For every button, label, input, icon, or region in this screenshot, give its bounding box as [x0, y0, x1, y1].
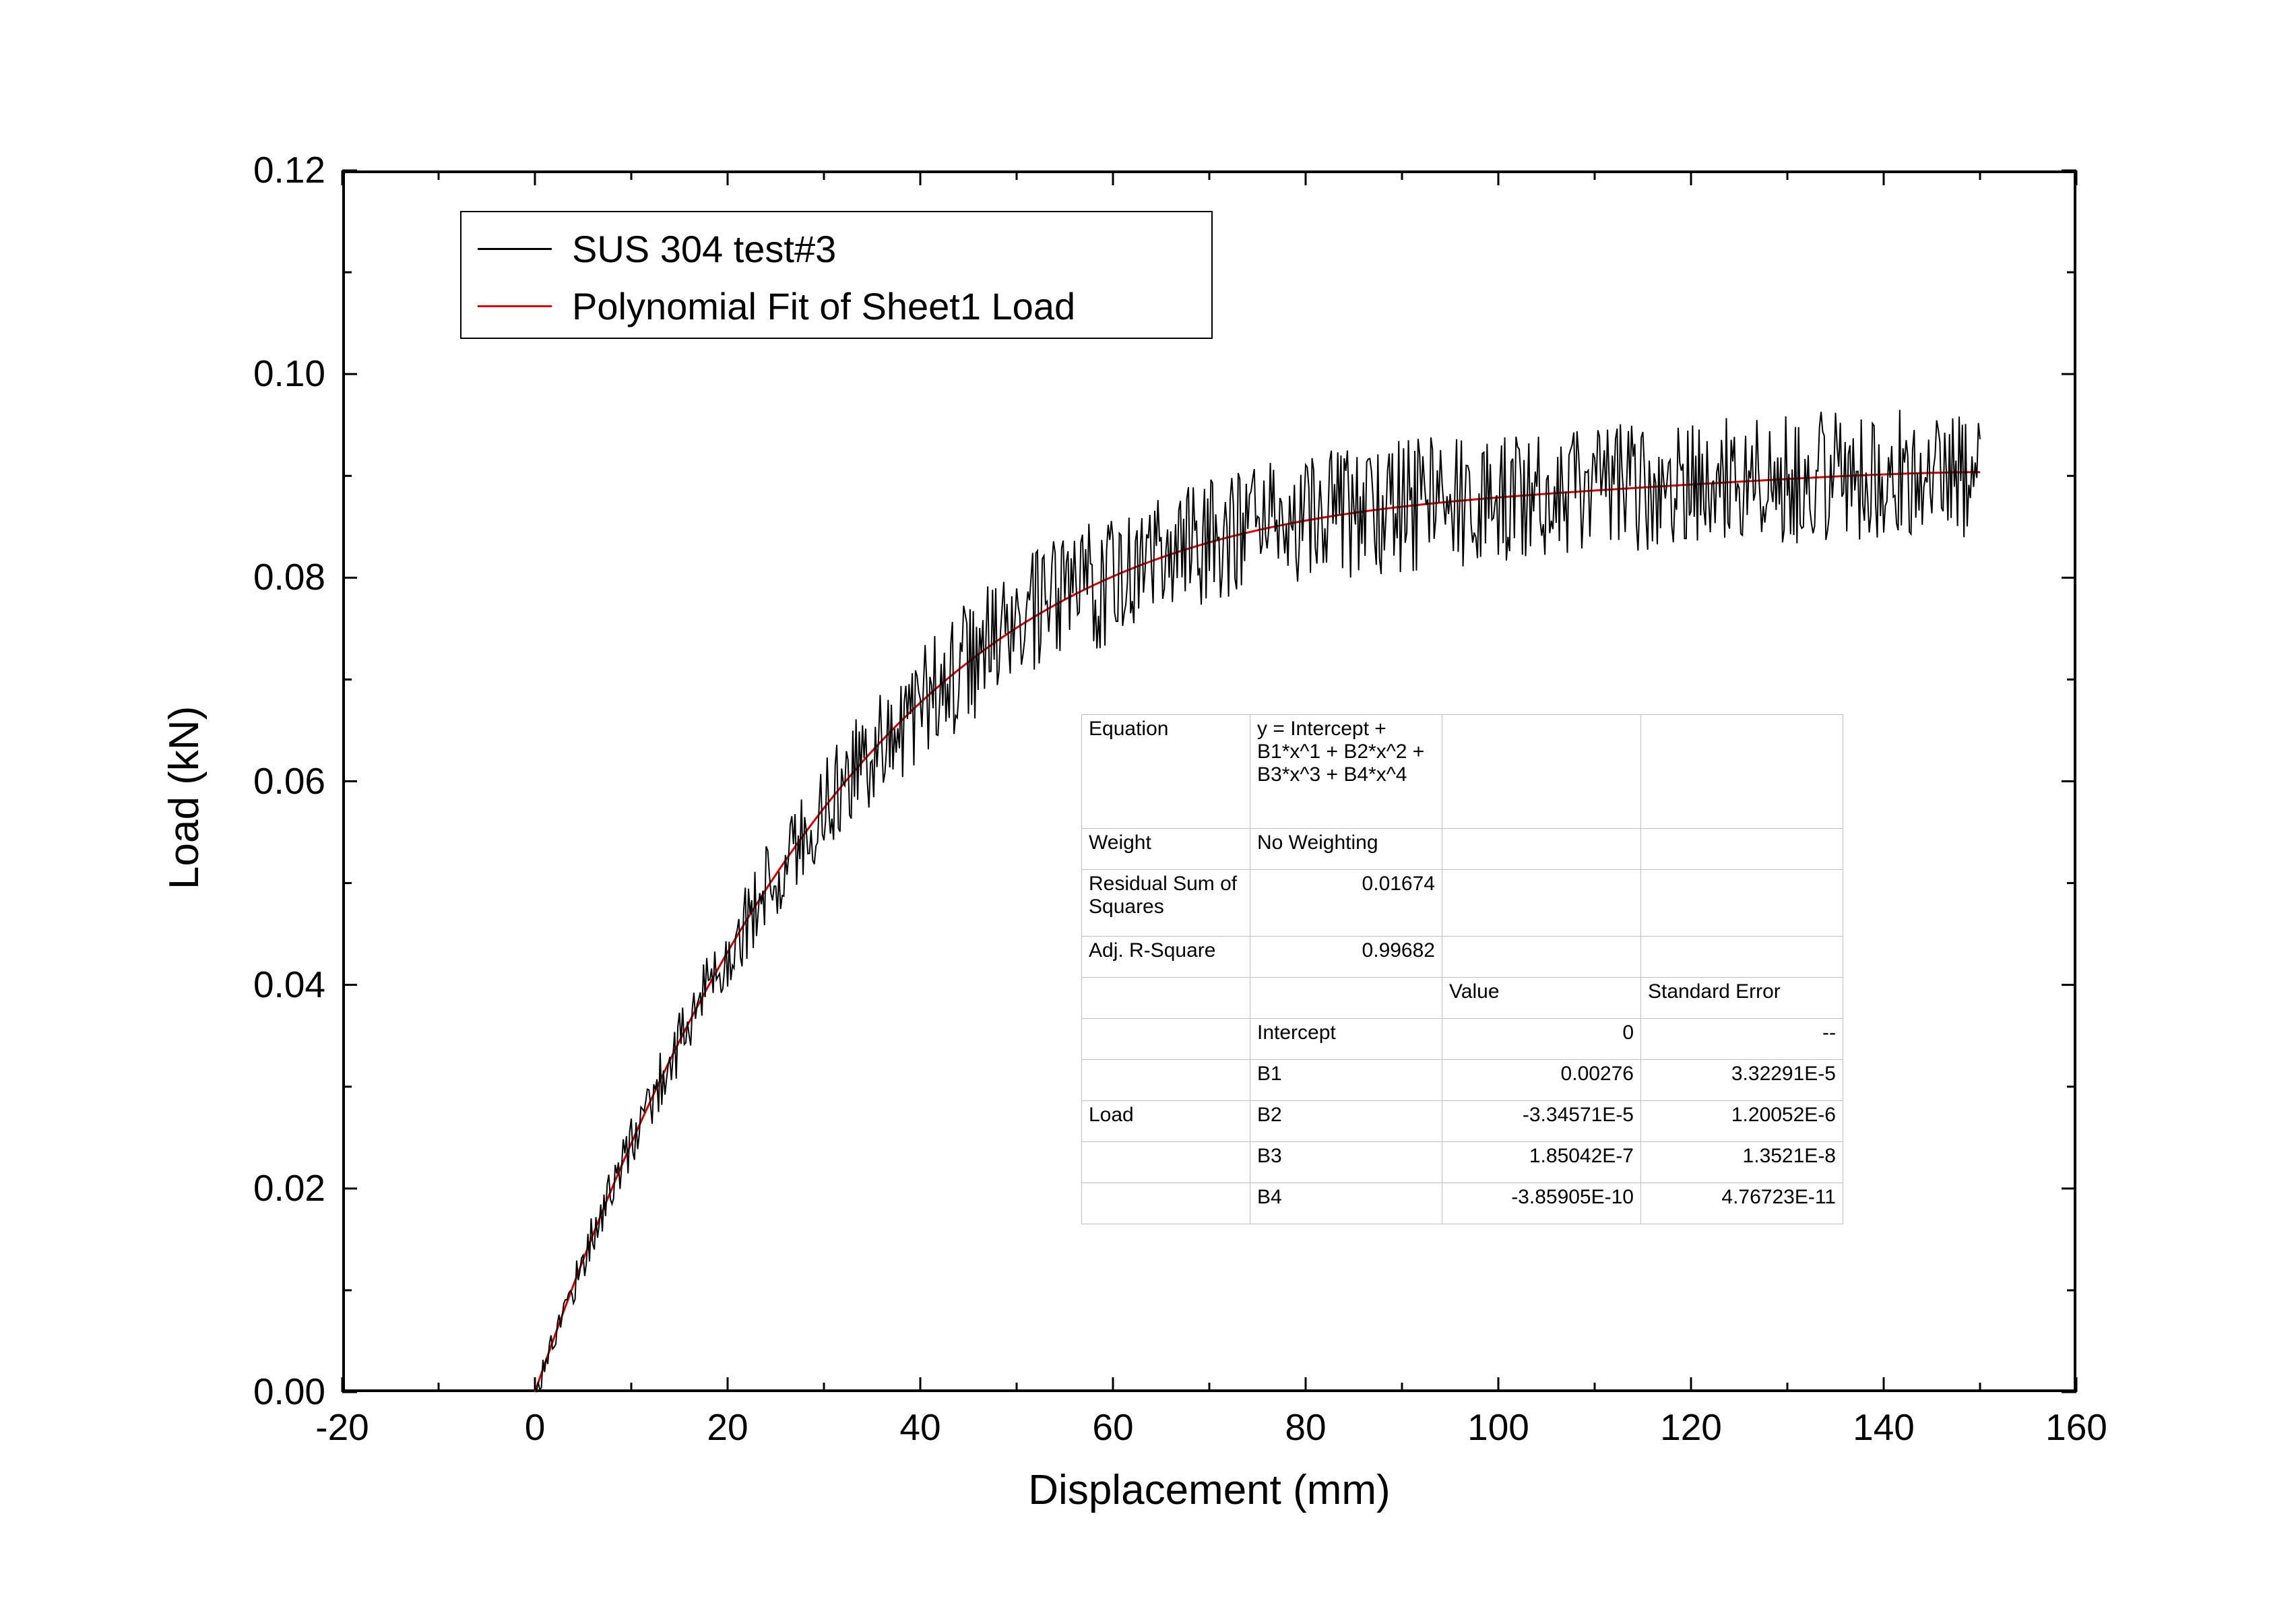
table-row: ValueStandard Error: [1082, 978, 1843, 1019]
table-row: WeightNo Weighting: [1082, 829, 1843, 870]
table-cell: B1: [1250, 1060, 1442, 1101]
table-cell: [1082, 1183, 1250, 1224]
x-tick-label: 20: [674, 1406, 782, 1449]
fit-info-table: Equationy = Intercept + B1*x^1 + B2*x^2 …: [1081, 714, 1843, 1224]
table-cell: 0: [1442, 1019, 1641, 1060]
x-tick-label: 80: [1252, 1406, 1360, 1449]
legend: SUS 304 test#3 Polynomial Fit of Sheet1 L…: [460, 211, 1213, 339]
table-cell: 0.99682: [1250, 937, 1442, 978]
table-cell: 3.32291E-5: [1641, 1060, 1843, 1101]
x-tick-label: 100: [1444, 1406, 1552, 1449]
table-cell: B2: [1250, 1101, 1442, 1142]
table-row: B10.002763.32291E-5: [1082, 1060, 1843, 1101]
y-tick-label: 0.06: [204, 759, 325, 803]
table-cell: [1641, 870, 1843, 937]
y-tick-label: 0.08: [204, 555, 325, 598]
legend-line-sample: [478, 248, 552, 250]
table-cell: 0.01674: [1250, 870, 1442, 937]
table-cell: [1250, 978, 1442, 1019]
chart-page: Load (kN) Displacement (mm) SUS 304 test…: [0, 0, 2296, 1603]
x-tick-label: 120: [1637, 1406, 1745, 1449]
x-tick-label: 0: [481, 1406, 589, 1449]
x-tick-label: 140: [1830, 1406, 1938, 1449]
table-row: Residual Sum of Squares0.01674: [1082, 870, 1843, 937]
table-cell: Equation: [1082, 715, 1250, 829]
table-cell: [1442, 937, 1641, 978]
table-cell: 1.85042E-7: [1442, 1142, 1641, 1183]
table-cell: Intercept: [1250, 1019, 1442, 1060]
y-tick-label: 0.10: [204, 352, 325, 395]
x-tick-label: 160: [2022, 1406, 2130, 1449]
table-cell: [1641, 937, 1843, 978]
table-row: B4-3.85905E-104.76723E-11: [1082, 1183, 1843, 1224]
table-cell: 1.3521E-8: [1641, 1142, 1843, 1183]
x-tick-label: 40: [866, 1406, 974, 1449]
table-cell: [1442, 715, 1641, 829]
table-cell: -3.85905E-10: [1442, 1183, 1641, 1224]
table-cell: [1082, 1060, 1250, 1101]
table-cell: B4: [1250, 1183, 1442, 1224]
x-tick-label: 60: [1059, 1406, 1167, 1449]
table-cell: [1442, 870, 1641, 937]
table-cell: Value: [1442, 978, 1641, 1019]
table-cell: [1082, 1019, 1250, 1060]
table-cell: [1082, 978, 1250, 1019]
table-cell: -3.34571E-5: [1442, 1101, 1641, 1142]
table-cell: --: [1641, 1019, 1843, 1060]
table-row: Intercept0--: [1082, 1019, 1843, 1060]
table-cell: 1.20052E-6: [1641, 1101, 1843, 1142]
table-cell: 4.76723E-11: [1641, 1183, 1843, 1224]
table-cell: [1641, 829, 1843, 870]
legend-label: SUS 304 test#3: [572, 227, 836, 271]
y-axis-label: Load (kN): [160, 705, 208, 889]
table-row: LoadB2-3.34571E-51.20052E-6: [1082, 1101, 1843, 1142]
legend-item: Polynomial Fit of Sheet1 Load: [478, 278, 1195, 335]
table-cell: Adj. R-Square: [1082, 937, 1250, 978]
table-cell: [1641, 715, 1843, 829]
table-cell: Load: [1082, 1101, 1250, 1142]
table-row: B31.85042E-71.3521E-8: [1082, 1142, 1843, 1183]
y-tick-label: 0.00: [204, 1370, 325, 1413]
table-cell: [1442, 829, 1641, 870]
table-row: Adj. R-Square0.99682: [1082, 937, 1843, 978]
legend-line-sample: [478, 305, 552, 307]
table-cell: Standard Error: [1641, 978, 1843, 1019]
legend-item: SUS 304 test#3: [478, 220, 1195, 278]
table-cell: y = Intercept + B1*x^1 + B2*x^2 + B3*x^3…: [1250, 715, 1442, 829]
y-tick-label: 0.04: [204, 963, 325, 1006]
x-axis-label: Displacement (mm): [342, 1466, 2076, 1514]
table-cell: 0.00276: [1442, 1060, 1641, 1101]
table-cell: No Weighting: [1250, 829, 1442, 870]
table-cell: Residual Sum of Squares: [1082, 870, 1250, 937]
table-row: Equationy = Intercept + B1*x^1 + B2*x^2 …: [1082, 715, 1843, 829]
y-tick-label: 0.12: [204, 148, 325, 191]
table-cell: Weight: [1082, 829, 1250, 870]
table-cell: [1082, 1142, 1250, 1183]
y-tick-label: 0.02: [204, 1166, 325, 1209]
table-cell: B3: [1250, 1142, 1442, 1183]
legend-label: Polynomial Fit of Sheet1 Load: [572, 284, 1075, 328]
